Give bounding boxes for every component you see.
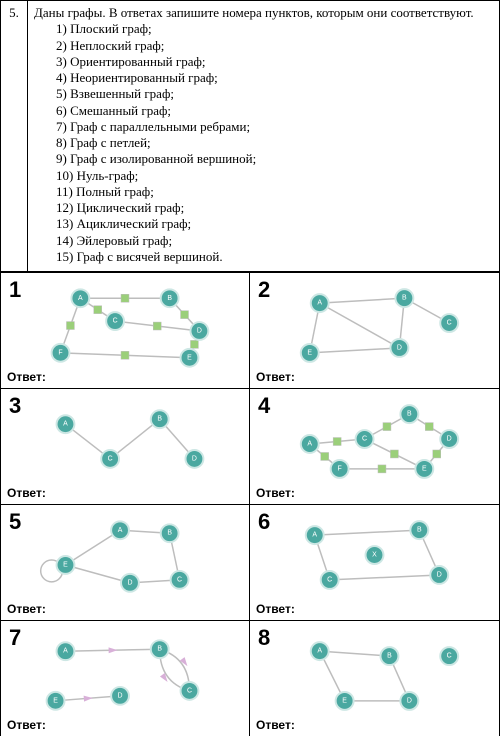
svg-text:F: F	[338, 465, 342, 472]
graph-grid: 1 A B C D E F Ответ: 2 A B C D E Ответ: 3 A B C D От…	[1, 272, 499, 736]
svg-text:B: B	[167, 295, 172, 302]
cell-number: 2	[258, 277, 270, 303]
cell-number: 4	[258, 393, 270, 419]
graph-cell: 6 A B C D X Ответ:	[250, 504, 499, 620]
cell-number: 1	[9, 277, 21, 303]
svg-text:E: E	[342, 697, 347, 704]
svg-text:B: B	[402, 295, 407, 302]
option-item: 12) Циклический граф;	[34, 200, 493, 216]
cell-number: 3	[9, 393, 21, 419]
option-item: 10) Нуль-граф;	[34, 168, 493, 184]
task-number: 5.	[1, 1, 28, 271]
svg-text:B: B	[157, 646, 162, 653]
svg-text:C: C	[113, 318, 118, 325]
answer-label: Ответ:	[7, 602, 46, 616]
svg-text:C: C	[327, 576, 332, 583]
svg-text:E: E	[53, 697, 58, 704]
answer-label: Ответ:	[256, 370, 295, 384]
svg-text:C: C	[187, 687, 192, 694]
cell-number: 5	[9, 509, 21, 535]
svg-text:C: C	[108, 455, 113, 462]
option-item: 3) Ориентированный граф;	[34, 54, 493, 70]
svg-text:E: E	[187, 354, 192, 361]
graph-cell: 8 A B C D E Ответ:	[250, 620, 499, 736]
svg-text:A: A	[312, 532, 317, 539]
svg-text:A: A	[78, 295, 83, 302]
option-item: 8) Граф с петлей;	[34, 135, 493, 151]
graph-cell: 3 A B C D Ответ:	[1, 388, 250, 504]
header-row: 5. Даны графы. В ответах запишите номера…	[1, 1, 499, 272]
option-item: 4) Неориентированный граф;	[34, 70, 493, 86]
answer-label: Ответ:	[7, 486, 46, 500]
answer-label: Ответ:	[256, 718, 295, 732]
graph-cell: 4 A B C D E F Ответ:	[250, 388, 499, 504]
svg-text:D: D	[447, 436, 452, 443]
svg-text:A: A	[63, 648, 68, 655]
svg-text:A: A	[118, 527, 123, 534]
task-content: Даны графы. В ответах запишите номера пу…	[28, 1, 499, 271]
option-item: 11) Полный граф;	[34, 184, 493, 200]
svg-text:A: A	[63, 421, 68, 428]
svg-text:B: B	[417, 527, 422, 534]
option-item: 9) Граф с изолированной вершиной;	[34, 151, 493, 167]
task-text: Даны графы. В ответах запишите номера пу…	[34, 5, 493, 21]
graph-cell: 2 A B C D E Ответ:	[250, 272, 499, 388]
answer-label: Ответ:	[256, 486, 295, 500]
cell-number: 6	[258, 509, 270, 535]
graph-cell: 5 A B C D E Ответ:	[1, 504, 250, 620]
svg-text:X: X	[372, 552, 377, 559]
option-item: 1) Плоский граф;	[34, 21, 493, 37]
option-item: 5) Взвешенный граф;	[34, 86, 493, 102]
option-item: 13) Ациклический граф;	[34, 216, 493, 232]
option-list: 1) Плоский граф;2) Неплоский граф;3) Ори…	[34, 21, 493, 265]
svg-text:D: D	[118, 692, 123, 699]
svg-text:A: A	[317, 300, 322, 307]
svg-text:C: C	[362, 436, 367, 443]
option-item: 15) Граф с висячей вершиной.	[34, 249, 493, 265]
option-item: 2) Неплоский граф;	[34, 38, 493, 54]
option-item: 14) Эйлеровый граф;	[34, 233, 493, 249]
svg-text:F: F	[58, 349, 62, 356]
answer-label: Ответ:	[7, 370, 46, 384]
svg-text:D: D	[197, 327, 202, 334]
svg-text:C: C	[447, 320, 452, 327]
svg-text:D: D	[437, 571, 442, 578]
svg-text:E: E	[63, 561, 68, 568]
graph-cell: 7 A B C D E Ответ:	[1, 620, 250, 736]
cell-number: 7	[9, 625, 21, 651]
graph-cell: 1 A B C D E F Ответ:	[1, 272, 250, 388]
svg-text:B: B	[157, 416, 162, 423]
svg-text:A: A	[317, 648, 322, 655]
svg-text:D: D	[397, 344, 402, 351]
option-item: 7) Граф с параллельными ребрами;	[34, 119, 493, 135]
svg-text:B: B	[167, 530, 172, 537]
svg-text:E: E	[307, 349, 312, 356]
svg-text:A: A	[307, 441, 312, 448]
svg-text:C: C	[177, 576, 182, 583]
svg-text:B: B	[407, 411, 412, 418]
cell-number: 8	[258, 625, 270, 651]
svg-text:C: C	[447, 653, 452, 660]
svg-text:B: B	[387, 653, 392, 660]
worksheet-container: 5. Даны графы. В ответах запишите номера…	[0, 0, 500, 736]
option-item: 6) Смешанный граф;	[34, 103, 493, 119]
answer-label: Ответ:	[7, 718, 46, 732]
svg-text:D: D	[192, 455, 197, 462]
answer-label: Ответ:	[256, 602, 295, 616]
svg-text:E: E	[422, 465, 427, 472]
svg-text:D: D	[407, 697, 412, 704]
svg-text:D: D	[127, 579, 132, 586]
